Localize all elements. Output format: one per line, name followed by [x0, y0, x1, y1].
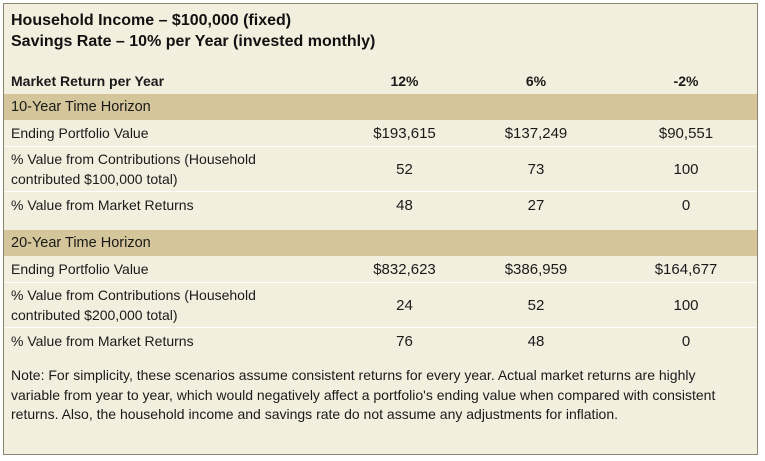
row-value-neg2pct: 100 [673, 160, 699, 178]
title-income: Household Income – $100,000 (fixed) [11, 12, 292, 29]
row-value-12pct: 52 [396, 160, 413, 178]
table-row: Ending Portfolio Value $193,615 $137,249… [4, 120, 757, 147]
table-row: % Value from Market Returns 76 48 0 [4, 328, 757, 354]
row-value-12pct: 76 [396, 332, 413, 350]
row-value-12pct: 48 [396, 196, 413, 214]
table-frame: Household Income – $100,000 (fixed) Savi… [3, 3, 758, 455]
row-value-neg2pct: 100 [673, 296, 699, 314]
row-label: % Value from Market Returns [11, 197, 194, 213]
row-value-neg2pct: 0 [681, 332, 691, 350]
row-label: Ending Portfolio Value [11, 261, 149, 277]
title-savings-rate: Savings Rate – 10% per Year (invested mo… [11, 33, 376, 50]
section-title: 20-Year Time Horizon [11, 235, 151, 251]
header-label: Market Return per Year [11, 73, 165, 89]
row-label: % Value from Market Returns [11, 333, 194, 349]
footnote: Note: For simplicity, these scenarios as… [11, 367, 716, 422]
header-neg2pct: -2% [673, 73, 699, 89]
row-value-12pct: $193,615 [373, 124, 436, 142]
row-label: Ending Portfolio Value [11, 125, 149, 141]
section-band-10yr: 10-Year Time Horizon [4, 94, 757, 120]
section-band-20yr: 20-Year Time Horizon [4, 230, 757, 256]
header-row: Market Return per Year 12% 6% -2% [4, 68, 757, 94]
table-row: % Value from Contributions (Household co… [4, 283, 757, 328]
row-value-6pct: 48 [527, 332, 545, 350]
row-value-neg2pct: 0 [681, 196, 691, 214]
row-label: % Value from Contributions (Household co… [11, 151, 256, 187]
row-value-6pct: 73 [527, 160, 545, 178]
header-12pct: 12% [390, 73, 419, 89]
row-value-6pct: $386,959 [504, 260, 568, 278]
section-title: 10-Year Time Horizon [11, 99, 151, 115]
row-value-6pct: 52 [527, 296, 545, 314]
row-value-12pct: 24 [396, 296, 413, 314]
row-value-6pct: $137,249 [504, 124, 568, 142]
row-label: % Value from Contributions (Household co… [11, 287, 256, 323]
table-row: % Value from Contributions (Household co… [4, 147, 757, 192]
table-row: Ending Portfolio Value $832,623 $386,959… [4, 256, 757, 283]
header-6pct: 6% [525, 73, 547, 89]
table-row: % Value from Market Returns 48 27 0 [4, 192, 757, 218]
row-value-neg2pct: $164,677 [654, 260, 718, 278]
row-value-12pct: $832,623 [373, 260, 436, 278]
row-value-6pct: 27 [527, 196, 545, 214]
table-title: Household Income – $100,000 (fixed) Savi… [11, 10, 375, 52]
row-value-neg2pct: $90,551 [658, 124, 714, 142]
